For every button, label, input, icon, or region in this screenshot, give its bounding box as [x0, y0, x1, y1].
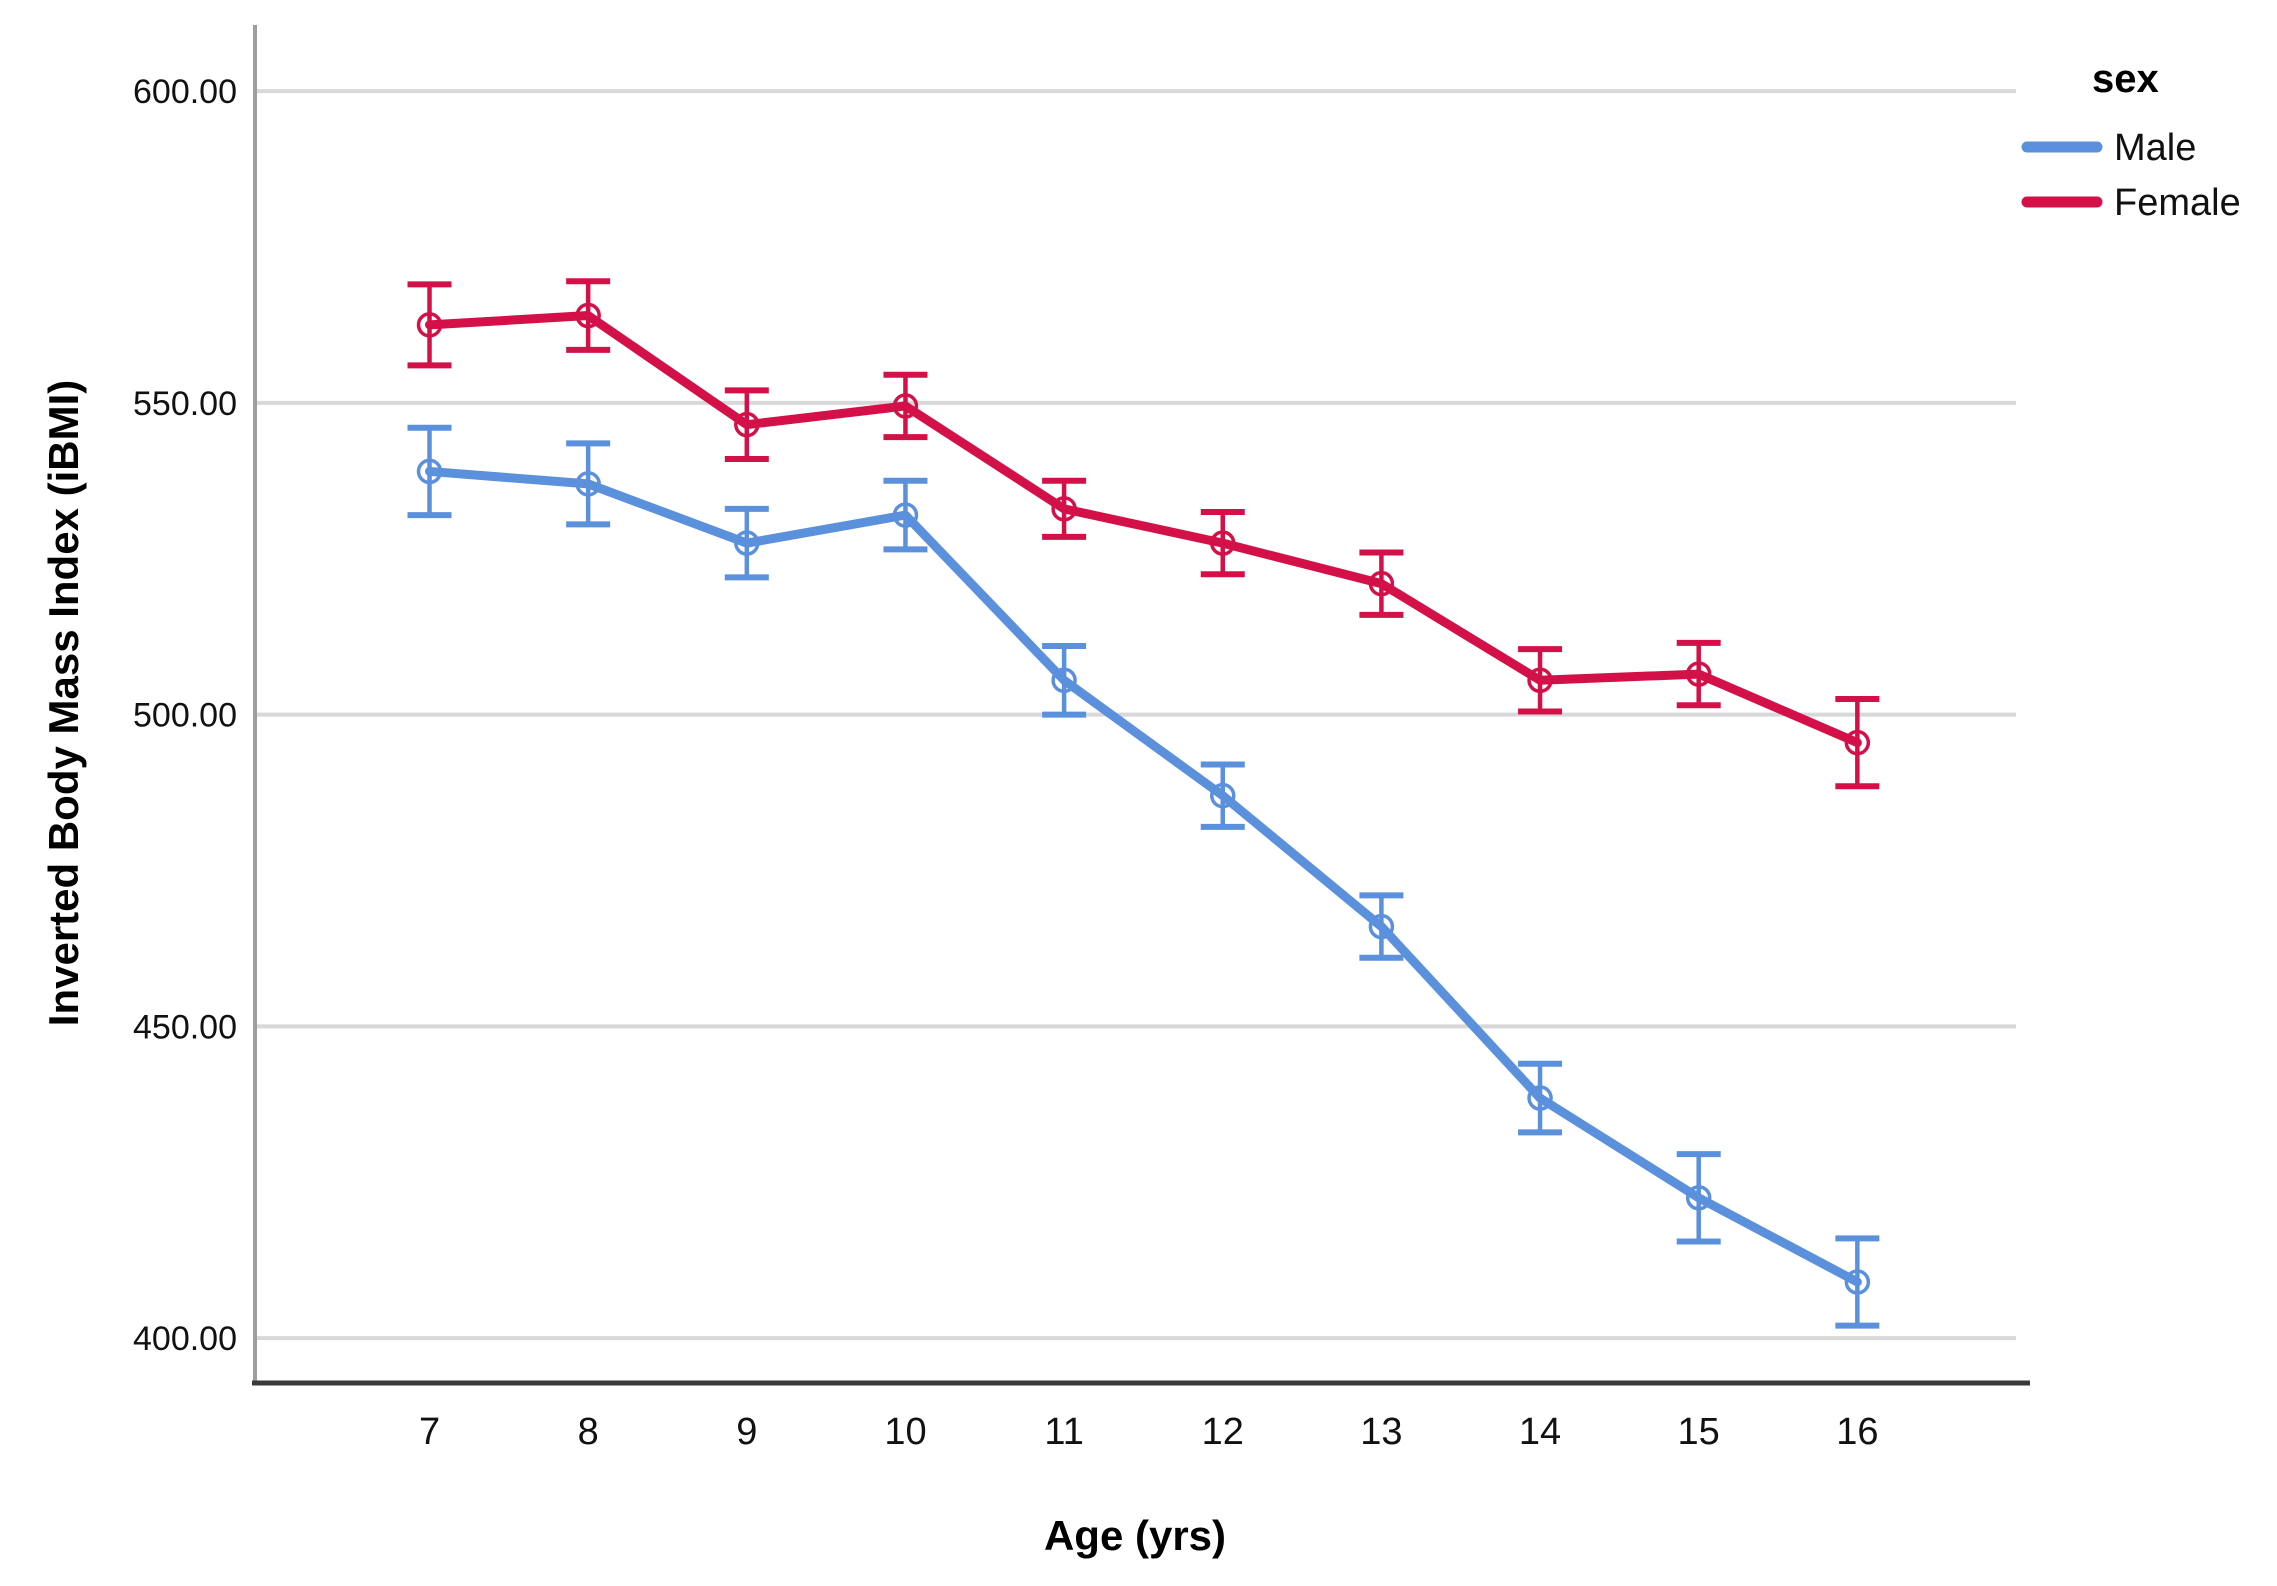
series-male — [407, 424, 1880, 1329]
legend-label-male: Male — [2114, 127, 2196, 169]
x-tick-label: 12 — [1202, 1411, 1244, 1453]
series-female — [407, 278, 1880, 790]
legend: Male Female — [2021, 127, 2241, 224]
axes-layer — [252, 25, 2030, 1386]
legend-label-female: Female — [2114, 182, 2241, 224]
marker-male-14 — [1527, 1085, 1553, 1111]
marker-female-14 — [1527, 667, 1553, 694]
tick-labels-layer: 400.00 450.00 500.00 550.00 600.00 7 8 9 10 11 12 1… — [133, 73, 1878, 1453]
x-tick-label: 9 — [736, 1411, 757, 1453]
marker-female-10 — [892, 393, 919, 419]
series-line-female — [425, 311, 1862, 748]
series-layer — [407, 278, 1880, 1329]
marker-male-11 — [1051, 667, 1077, 694]
marker-male-9 — [734, 530, 760, 556]
x-tick-label: 14 — [1519, 1411, 1561, 1453]
marker-male-7 — [416, 458, 443, 485]
x-tick-label: 15 — [1678, 1411, 1720, 1453]
legend-item-male: Male — [2021, 127, 2196, 169]
marker-female-9 — [734, 411, 760, 438]
marker-male-15 — [1685, 1185, 1712, 1211]
marker-female-13 — [1368, 570, 1395, 597]
y-tick-label: 400.00 — [133, 1320, 237, 1358]
marker-female-12 — [1210, 530, 1236, 556]
marker-female-16 — [1844, 729, 1871, 756]
marker-male-12 — [1210, 782, 1236, 809]
y-axis-title: Inverted Body Mass Index (iBMI) — [40, 380, 87, 1026]
y-tick-label: 450.00 — [133, 1008, 237, 1046]
marker-female-11 — [1051, 496, 1077, 522]
marker-female-15 — [1685, 661, 1712, 687]
x-axis-title: Age (yrs) — [1044, 1512, 1226, 1559]
legend-title: sex — [2092, 57, 2159, 101]
marker-female-7 — [416, 312, 443, 338]
gridlines-layer — [255, 89, 2016, 1341]
y-tick-label: 600.00 — [133, 73, 237, 111]
y-tick-label: 500.00 — [133, 697, 237, 735]
x-tick-label: 10 — [884, 1411, 926, 1453]
marker-male-16 — [1844, 1269, 1871, 1295]
marker-male-10 — [892, 502, 919, 528]
legend-item-female: Female — [2021, 182, 2241, 224]
x-tick-label: 7 — [419, 1411, 440, 1453]
x-tick-label: 16 — [1836, 1411, 1878, 1453]
marker-female-8 — [575, 302, 601, 329]
marker-male-8 — [575, 471, 601, 497]
x-tick-label: 8 — [578, 1411, 599, 1453]
y-tick-label: 550.00 — [133, 385, 237, 423]
marker-male-13 — [1368, 913, 1395, 940]
x-tick-label: 13 — [1360, 1411, 1402, 1453]
x-tick-label: 11 — [1044, 1411, 1083, 1453]
series-line-male — [425, 466, 1862, 1287]
